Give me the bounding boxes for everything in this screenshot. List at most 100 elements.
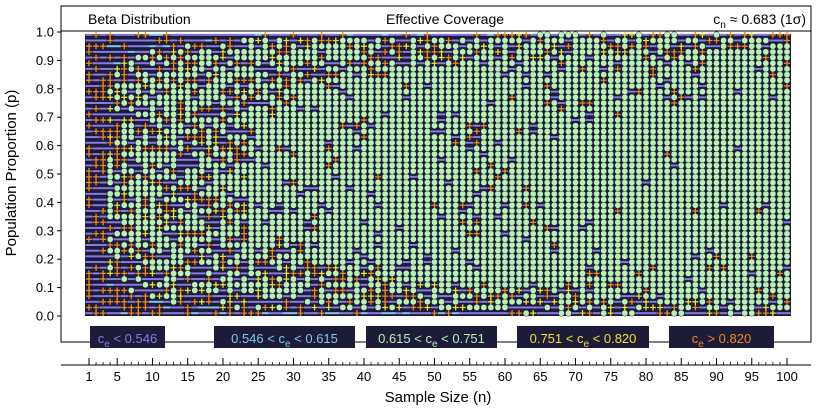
heatmap-cell <box>720 150 727 158</box>
heatmap-cell <box>318 287 325 294</box>
heatmap-cell <box>353 116 361 124</box>
heatmap-cell <box>424 76 431 84</box>
heatmap-cell <box>727 247 734 254</box>
heatmap-cell <box>607 71 615 78</box>
heatmap-cell <box>706 54 713 61</box>
heatmap-cell <box>607 88 615 95</box>
heatmap-cell <box>635 122 643 130</box>
heatmap-cell <box>170 173 177 181</box>
heatmap-cell <box>649 167 657 175</box>
heatmap-cell <box>586 304 593 311</box>
heatmap-cell <box>424 196 431 203</box>
heatmap-cell <box>529 133 537 141</box>
heatmap-cell <box>85 107 93 110</box>
heatmap-cell <box>113 82 121 90</box>
heatmap-cell <box>360 278 368 281</box>
heatmap-cell <box>585 113 594 116</box>
heatmap-cell <box>395 116 403 124</box>
heatmap-cell <box>296 295 305 298</box>
heatmap-cell <box>149 310 156 317</box>
heatmap-cell <box>163 150 170 158</box>
heatmap-cell <box>530 310 537 317</box>
heatmap-cell <box>205 190 213 198</box>
heatmap-cell <box>621 298 629 306</box>
heatmap-cell <box>191 236 199 243</box>
heatmap-cell <box>656 184 664 192</box>
heatmap-cell <box>600 54 607 61</box>
heatmap-cell <box>586 100 593 106</box>
heatmap-cell <box>381 236 389 243</box>
heatmap-cell <box>163 275 170 283</box>
heatmap-cell <box>699 275 706 283</box>
heatmap-cell <box>551 201 558 209</box>
heatmap-cell <box>529 196 537 203</box>
heatmap-cell <box>706 105 713 112</box>
heatmap-cell <box>149 242 156 248</box>
heatmap-cell <box>713 162 720 169</box>
heatmap-cell <box>628 122 636 130</box>
heatmap-cell <box>86 304 92 311</box>
heatmap-cell <box>177 164 185 167</box>
heatmap-cell <box>325 141 333 144</box>
heatmap-cell <box>522 253 530 260</box>
heatmap-cell <box>755 122 763 130</box>
heatmap-cell <box>248 60 255 67</box>
heatmap-cell <box>769 184 777 192</box>
heatmap-cell <box>297 122 304 130</box>
heatmap-cell <box>269 105 276 112</box>
heatmap-cell <box>706 156 713 164</box>
heatmap-cell <box>628 309 636 317</box>
heatmap-cell <box>480 65 488 73</box>
heatmap-cell <box>128 213 135 220</box>
heatmap-cell <box>85 266 93 269</box>
heatmap-cell <box>572 275 579 283</box>
heatmap-cell <box>529 298 537 306</box>
heatmap-cell <box>438 230 445 237</box>
heatmap-cell <box>734 179 741 186</box>
heatmap-cell <box>677 292 685 300</box>
heatmap-cell <box>508 173 516 181</box>
heatmap-cell <box>184 145 191 152</box>
heatmap-cell <box>607 179 615 186</box>
heatmap-cell <box>289 300 298 303</box>
heatmap-cell <box>748 167 756 175</box>
heatmap-cell <box>128 242 135 248</box>
heatmap-cell <box>304 82 311 90</box>
heatmap-cell <box>515 298 523 306</box>
heatmap-cell <box>120 312 128 315</box>
heatmap-cell <box>212 113 220 116</box>
heatmap-cell <box>113 45 121 48</box>
heatmap-cell <box>374 253 382 260</box>
heatmap-cell <box>650 65 657 72</box>
heatmap-cell <box>346 76 354 84</box>
heatmap-cell <box>86 71 92 78</box>
heatmap-cell <box>656 71 664 78</box>
heatmap-cell <box>431 224 438 232</box>
heatmap-cell <box>684 139 692 147</box>
heatmap-cell <box>515 48 523 56</box>
heatmap-cell <box>388 65 396 73</box>
heatmap-cell <box>698 306 706 309</box>
heatmap-cell <box>473 124 481 127</box>
heatmap-cell <box>656 139 664 147</box>
heatmap-cell <box>162 300 171 303</box>
heatmap-cell <box>614 173 622 181</box>
heatmap-cell <box>269 190 276 198</box>
heatmap-cell <box>346 247 354 254</box>
heatmap-cell <box>684 207 692 215</box>
heatmap-cell <box>297 37 304 44</box>
heatmap-cell <box>120 128 128 135</box>
heatmap-cell <box>107 270 114 277</box>
heatmap-cell <box>290 156 297 164</box>
heatmap-cell <box>762 270 770 277</box>
heatmap-cell <box>106 295 114 298</box>
heatmap-cell <box>247 145 255 152</box>
heatmap-cell <box>487 241 495 249</box>
heatmap-cell <box>127 300 135 303</box>
heatmap-cell <box>85 261 93 264</box>
heatmap-cell <box>184 259 191 266</box>
heatmap-cell <box>205 94 213 101</box>
heatmap-cell <box>473 94 481 101</box>
heatmap-cell <box>712 45 721 48</box>
heatmap-cell <box>684 133 692 141</box>
